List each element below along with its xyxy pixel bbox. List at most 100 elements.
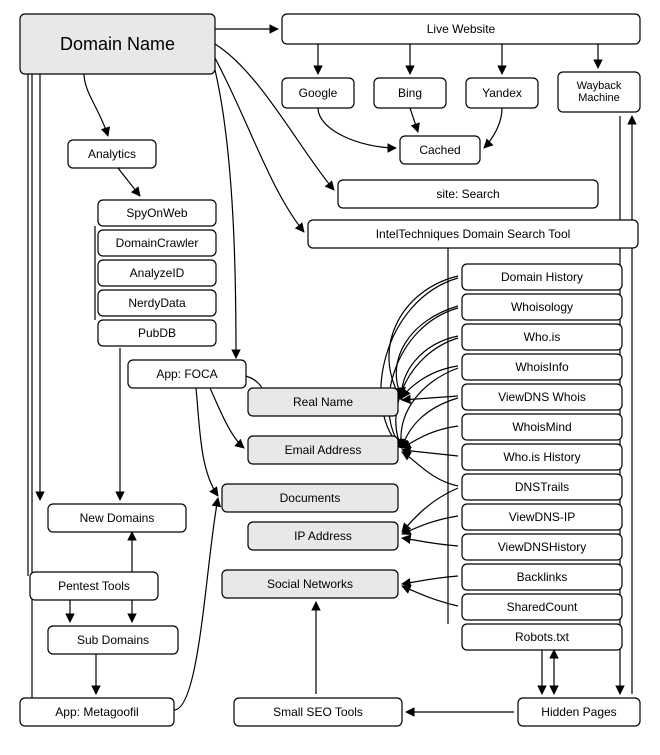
node-label: NerdyData xyxy=(128,296,186,310)
node-viewdns_whois: ViewDNS Whois xyxy=(462,384,622,410)
node-ip_address: IP Address xyxy=(248,522,398,550)
edge xyxy=(215,44,334,190)
node-label: Live Website xyxy=(427,22,496,36)
node-label: SharedCount xyxy=(507,600,578,614)
edge xyxy=(396,306,458,398)
node-label: Cached xyxy=(419,143,460,157)
node-label: Analytics xyxy=(88,147,136,161)
node-label: Yandex xyxy=(482,86,522,100)
node-label: ViewDNS-IP xyxy=(509,510,575,524)
node-label: Bing xyxy=(398,86,422,100)
node-label: WhoisMind xyxy=(512,420,571,434)
node-pubdb: PubDB xyxy=(98,320,216,346)
node-whois: Who.is xyxy=(462,324,622,350)
node-whoisinfo: WhoisInfo xyxy=(462,354,622,380)
node-whoisology: Whoisology xyxy=(462,294,622,320)
edge xyxy=(402,336,458,396)
edge xyxy=(402,586,458,606)
node-whoismind: WhoisMind xyxy=(462,414,622,440)
node-label: Domain History xyxy=(501,270,583,284)
node-label: DomainCrawler xyxy=(116,236,199,250)
node-pentest_tools: Pentest Tools xyxy=(30,572,158,600)
edge xyxy=(196,388,218,496)
node-label: Robots.txt xyxy=(515,630,570,644)
node-label: New Domains xyxy=(80,511,155,525)
node-label: ViewDNS Whois xyxy=(498,390,586,404)
node-nerdydata: NerdyData xyxy=(98,290,216,316)
edge xyxy=(401,368,458,448)
node-small_seo: Small SEO Tools xyxy=(234,698,402,726)
node-whois_history: Who.is History xyxy=(462,444,622,470)
node-cached: Cached xyxy=(400,136,480,164)
node-label: Pentest Tools xyxy=(58,579,130,593)
edge xyxy=(210,388,244,448)
node-label: Google xyxy=(299,86,338,100)
node-new_domains: New Domains xyxy=(48,504,186,532)
edge xyxy=(402,488,458,532)
node-app_foca: App: FOCA xyxy=(128,360,246,388)
node-hidden_pages: Hidden Pages xyxy=(518,698,640,726)
node-label: ViewDNSHistory xyxy=(498,540,586,554)
nodes-layer: Domain Name Live Website Google Bing Yandex W… xyxy=(20,14,640,726)
edge xyxy=(402,576,458,584)
edge xyxy=(402,396,458,400)
node-label: Who.is xyxy=(524,330,561,344)
edge xyxy=(215,70,236,358)
edge xyxy=(484,108,502,148)
node-label: IP Address xyxy=(294,529,352,543)
node-label: AnalyzeID xyxy=(130,266,185,280)
node-label: Sub Domains xyxy=(77,633,149,647)
node-domaincrawler: DomainCrawler xyxy=(98,230,216,256)
node-analyzeid: AnalyzeID xyxy=(98,260,216,286)
osint-flowchart: Domain Name Live Website Google Bing Yandex W… xyxy=(0,0,660,755)
node-label: Who.is History xyxy=(503,450,580,464)
node-dnstrails: DNSTrails xyxy=(462,474,622,500)
edge xyxy=(84,74,108,136)
node-viewdns_ip: ViewDNS-IP xyxy=(462,504,622,530)
node-wayback: WaybackMachine xyxy=(558,72,640,112)
edge xyxy=(118,168,140,196)
node-google: Google xyxy=(282,78,354,108)
node-social_networks: Social Networks xyxy=(222,570,398,598)
edge xyxy=(402,538,458,546)
node-viewdns_history: ViewDNSHistory xyxy=(462,534,622,560)
node-label: Social Networks xyxy=(267,577,353,591)
node-label: Whoisology xyxy=(511,300,573,314)
edge xyxy=(402,452,458,486)
node-label: Real Name xyxy=(293,395,353,409)
node-label: DNSTrails xyxy=(515,480,569,494)
node-domain_history: Domain History xyxy=(462,264,622,290)
node-intel_tool: IntelTechniques Domain Search Tool xyxy=(308,220,638,248)
node-label: Email Address xyxy=(285,443,362,457)
node-label: Small SEO Tools xyxy=(273,705,363,719)
node-backlinks: Backlinks xyxy=(462,564,622,590)
node-robots: Robots.txt xyxy=(462,624,622,650)
node-sharedcount: SharedCount xyxy=(462,594,622,620)
node-label: site: Search xyxy=(436,187,499,201)
edge xyxy=(402,366,458,398)
node-email_address: Email Address xyxy=(248,436,398,464)
edge xyxy=(410,108,418,132)
node-label: Machine xyxy=(578,92,620,104)
node-real_name: Real Name xyxy=(248,388,398,416)
node-label: IntelTechniques Domain Search Tool xyxy=(376,227,571,241)
node-analytics: Analytics xyxy=(68,140,156,168)
node-documents: Documents xyxy=(222,484,398,512)
node-yandex: Yandex xyxy=(466,78,538,108)
node-spyonweb: SpyOnWeb xyxy=(98,200,216,226)
node-bing: Bing xyxy=(374,78,446,108)
edge xyxy=(402,516,458,534)
edge xyxy=(318,108,396,148)
node-label: Documents xyxy=(280,491,341,505)
node-label: Hidden Pages xyxy=(541,705,616,719)
node-label: SpyOnWeb xyxy=(126,206,187,220)
node-domain_name: Domain Name xyxy=(20,14,215,74)
node-label: Wayback xyxy=(577,80,622,92)
node-label: App: Metagoofil xyxy=(55,705,138,719)
edge xyxy=(402,450,458,456)
node-live_website: Live Website xyxy=(282,14,640,44)
node-label: App: FOCA xyxy=(156,367,217,381)
node-label: PubDB xyxy=(138,326,176,340)
node-label: Domain Name xyxy=(60,34,175,54)
node-label: Backlinks xyxy=(517,570,568,584)
